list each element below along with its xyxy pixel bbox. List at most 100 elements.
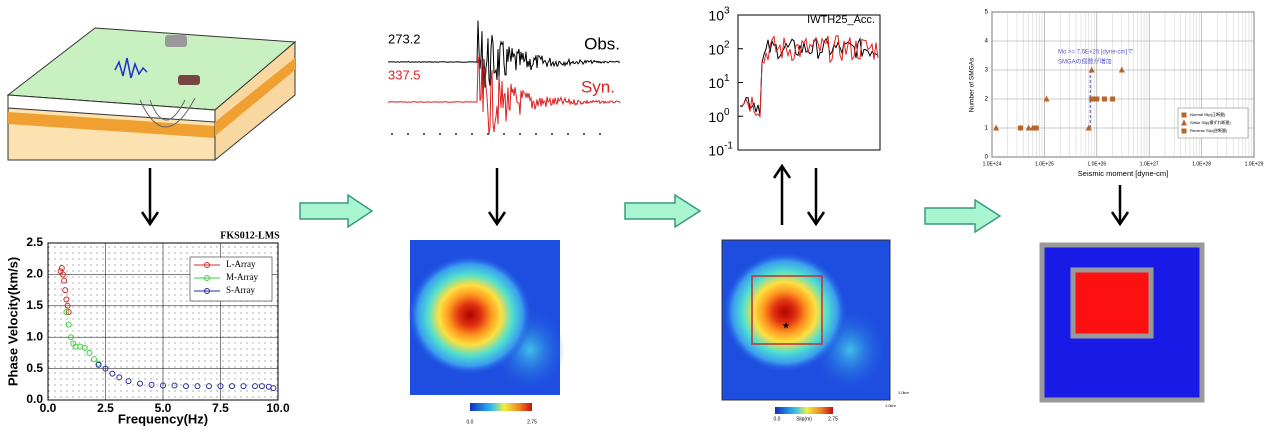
legend-label: S-Array — [226, 285, 255, 295]
time-dot — [519, 133, 521, 135]
x-tick-label: 2.5 — [97, 401, 114, 415]
data-point — [1033, 125, 1039, 131]
legend-label: Normal Slip(正断層) — [1190, 111, 1226, 117]
data-point — [59, 271, 66, 278]
plot-title: IWTH25_Acc. — [807, 14, 875, 26]
y-tick-label: 10 — [708, 109, 724, 125]
data-point — [240, 383, 247, 390]
x-axis-label: Seismic moment [dyne-cm] — [1078, 169, 1168, 178]
x-tick-label: 1.0E+24 — [983, 161, 1002, 167]
data-point — [171, 382, 178, 389]
data-point — [217, 383, 224, 390]
colorbar-min: 0.0 — [774, 416, 781, 422]
y-tick-label: 10 — [708, 75, 724, 91]
scale-label: 1.0km — [885, 403, 897, 408]
y-tick-label: 2.5 — [26, 235, 43, 249]
data-point — [160, 382, 166, 389]
svg-text:★: ★ — [782, 320, 790, 330]
y-tick-exponent: 0 — [724, 107, 730, 118]
annotation: SMGAの個数が増加 — [1058, 58, 1112, 66]
time-dot — [423, 133, 425, 135]
data-point — [993, 124, 1000, 131]
legend-marker — [204, 288, 210, 294]
data-point — [109, 370, 116, 377]
obs-peak-label: 273.2 — [388, 31, 421, 46]
annotation: Mo >= 7.5E+25 [dyne-cm]で — [1058, 49, 1133, 56]
legend-label: M-Array — [226, 272, 258, 282]
y-tick-label: 10 — [708, 8, 724, 24]
legend-label: Strike Slip(横ずれ断層) — [1190, 119, 1231, 125]
colorbar-max: 2.75 — [527, 419, 537, 425]
data-point — [91, 356, 97, 363]
y-tick-label: 1.5 — [26, 298, 43, 312]
legend-marker — [1181, 112, 1187, 118]
data-point — [1018, 125, 1024, 131]
syn-peak-label: 337.5 — [388, 67, 421, 82]
time-dot — [583, 133, 585, 135]
green-arrows — [299, 193, 1002, 234]
y-tick-exponent: 2 — [724, 39, 730, 50]
x-tick-label: 1.0E+26 — [1087, 161, 1106, 167]
data-point — [1089, 96, 1095, 102]
obs-label: Obs. — [584, 34, 620, 53]
smga-model — [1039, 242, 1205, 403]
y-tick-exponent: 1 — [724, 73, 730, 84]
data-point — [116, 374, 123, 381]
x-tick-label: 1.0E+28 — [1192, 161, 1211, 167]
data-point — [63, 309, 70, 316]
data-point — [270, 385, 277, 392]
x-tick-label: 10.0 — [266, 401, 290, 415]
data-point — [1088, 66, 1095, 73]
y-tick-label: 1 — [985, 126, 989, 132]
data-point — [65, 309, 72, 316]
x-tick-label: 1.0E+27 — [1140, 161, 1159, 167]
data-point — [258, 383, 265, 390]
y-tick-label: 10 — [708, 41, 724, 57]
legend-label: Reverse Slip(逆断層) — [1190, 127, 1228, 133]
y-tick-label: 5 — [985, 10, 989, 16]
flow-arrows — [140, 163, 1130, 227]
colorbar-min: 0.0 — [467, 419, 474, 425]
data-point — [58, 265, 65, 272]
y-axis-label: Phase Velocity(km/s) — [5, 257, 20, 386]
scale-label: 1.0km — [898, 390, 910, 395]
data-point — [62, 287, 69, 294]
data-point — [194, 383, 201, 390]
x-tick-label: 1.0E+25 — [1035, 161, 1054, 167]
data-point — [1118, 66, 1125, 73]
legend-box — [189, 256, 273, 302]
y-tick-label: 2.0 — [26, 267, 43, 281]
data-point — [1025, 124, 1032, 131]
time-dot — [407, 133, 409, 135]
y-tick-label: 0.5 — [26, 361, 43, 375]
plot-title: FKS012-LMS — [220, 230, 280, 241]
data-point — [125, 378, 132, 385]
time-dot — [599, 133, 601, 135]
legend-marker — [1181, 128, 1187, 134]
data-point — [68, 334, 74, 341]
waveform-trace — [388, 20, 621, 98]
slip-map — [408, 240, 565, 411]
data-point — [1085, 124, 1092, 131]
data-point — [63, 296, 70, 303]
data-point — [137, 380, 143, 387]
y-tick-exponent: 3 — [724, 6, 730, 17]
time-dot — [535, 133, 537, 135]
data-point — [252, 383, 258, 390]
x-tick-label: 0.0 — [40, 401, 57, 415]
colorbar-label: Slip(m) — [796, 416, 812, 422]
x-tick-label: 1.0E+29 — [1245, 161, 1264, 167]
plot-frame — [737, 14, 881, 151]
data-point — [102, 365, 109, 372]
data-point — [65, 321, 72, 328]
syn-label: Syn. — [581, 77, 615, 96]
data-point — [1043, 95, 1050, 102]
time-dot — [455, 133, 457, 135]
data-point — [229, 383, 235, 390]
data-point — [64, 302, 71, 309]
legend-marker — [1181, 119, 1187, 126]
y-axis-label: Number of SMGAs — [969, 57, 976, 112]
time-dot — [551, 133, 553, 135]
y-tick-label: 4 — [985, 39, 989, 45]
